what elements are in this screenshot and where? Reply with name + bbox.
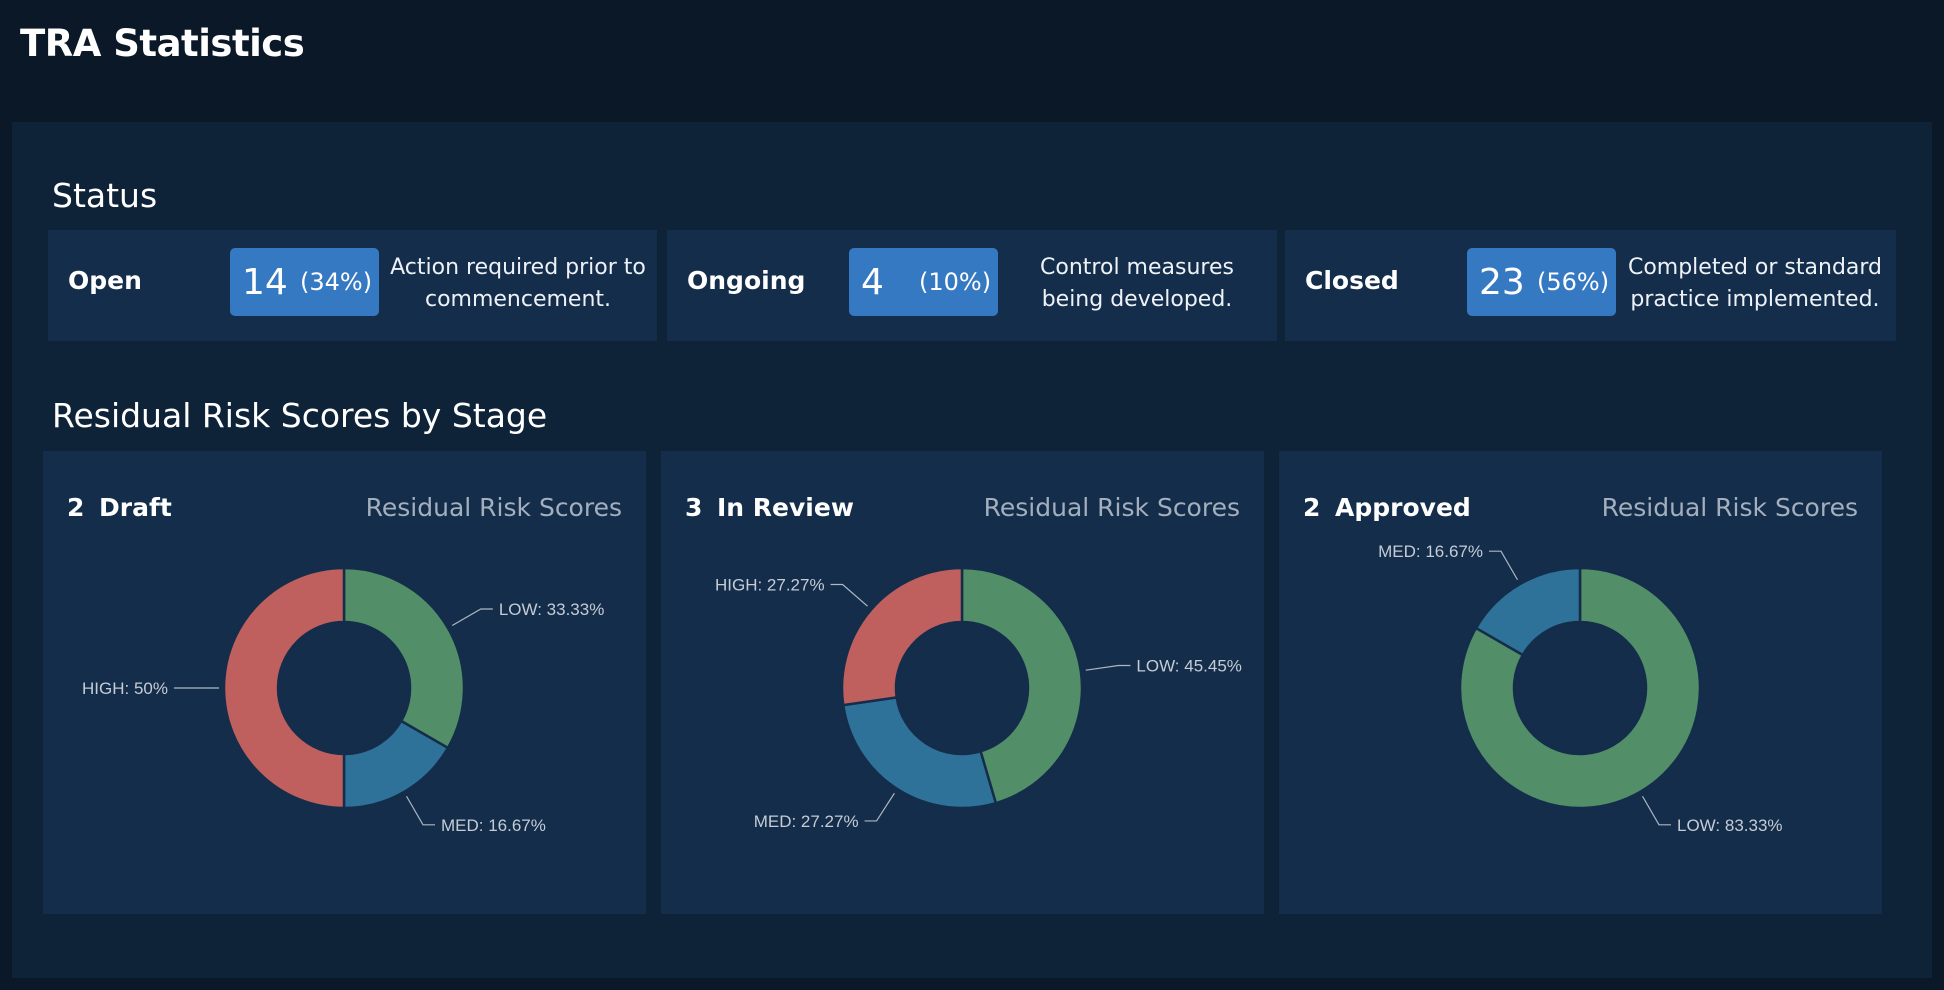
status-badge[interactable]: 4 (10%) [849, 248, 998, 316]
status-count: 23 [1479, 261, 1525, 303]
donut-slice-med[interactable] [1474, 566, 1582, 657]
status-description: Completed or standard practice implement… [1627, 255, 1883, 312]
slice-label: MED: 16.67% [441, 816, 546, 835]
leader-line [1488, 550, 1519, 581]
leader-line [830, 583, 868, 607]
donut-slice-low[interactable] [1458, 566, 1702, 810]
slice-label: LOW: 45.45% [1136, 657, 1242, 676]
chart-stage: Draft [99, 493, 172, 522]
status-percent: (34%) [300, 268, 373, 296]
status-percent: (56%) [1537, 268, 1610, 296]
chart-card-approved: 2 Approved Residual Risk Scores LOW: 83.… [1279, 451, 1882, 914]
chart-count: 3 [685, 493, 703, 522]
donut-slice-low[interactable] [960, 566, 1084, 805]
donut-chart: LOW: 33.33% MED: 16.67% HIGH: 50% [82, 566, 605, 835]
leader-line [1085, 664, 1131, 671]
chart-stage: In Review [717, 493, 854, 522]
status-count: 4 [861, 261, 884, 303]
donut-slice-med[interactable] [841, 695, 998, 810]
status-label: Ongoing [687, 266, 806, 295]
risk-heading: Residual Risk Scores by Stage [52, 396, 548, 435]
chart-stage: Approved [1335, 493, 1471, 522]
status-label: Open [68, 266, 142, 295]
chart-count: 2 [1303, 493, 1321, 522]
slice-label: HIGH: 27.27% [715, 576, 825, 595]
chart-subtitle: Residual Risk Scores [365, 493, 622, 522]
chart-card-draft: 2 Draft Residual Risk Scores LOW: 33.33%… [43, 451, 646, 914]
status-description: Action required prior to commencement. [390, 255, 646, 312]
slice-label: MED: 16.67% [1378, 542, 1483, 561]
status-badge[interactable]: 23 (56%) [1467, 248, 1616, 316]
leader-line [405, 795, 436, 826]
status-badge[interactable]: 14 (34%) [230, 248, 379, 316]
chart-subtitle: Residual Risk Scores [983, 493, 1240, 522]
status-heading: Status [52, 176, 158, 215]
page-title: TRA Statistics [20, 22, 305, 65]
chart-card-in-review: 3 In Review Residual Risk Scores LOW: 45… [661, 451, 1264, 914]
slice-label: LOW: 83.33% [1677, 816, 1783, 835]
donut-slice-high[interactable] [840, 566, 964, 707]
status-card-open: Open 14 (34%) Action required prior to c… [48, 230, 657, 341]
status-card-ongoing: Ongoing 4 (10%) Control measures being d… [667, 230, 1277, 341]
status-description: Control measures being developed. [1040, 255, 1234, 312]
leader-line [1641, 795, 1672, 826]
status-label: Closed [1305, 266, 1399, 295]
status-count: 14 [242, 261, 288, 303]
leader-line [864, 792, 895, 822]
chart-count: 2 [67, 493, 85, 522]
status-percent: (10%) [919, 268, 992, 296]
status-card-closed: Closed 23 (56%) Completed or standard pr… [1285, 230, 1896, 341]
leader-line [451, 608, 493, 627]
donut-chart: LOW: 45.45% MED: 27.27% HIGH: 27.27% [715, 566, 1242, 831]
donut-slice-high[interactable] [222, 566, 346, 810]
slice-label: LOW: 33.33% [499, 600, 605, 619]
donut-chart: LOW: 83.33% MED: 16.67% [1378, 542, 1783, 835]
donut-slice-low[interactable] [342, 566, 466, 750]
chart-subtitle: Residual Risk Scores [1601, 493, 1858, 522]
slice-label: HIGH: 50% [82, 679, 168, 698]
slice-label: MED: 27.27% [754, 812, 859, 831]
